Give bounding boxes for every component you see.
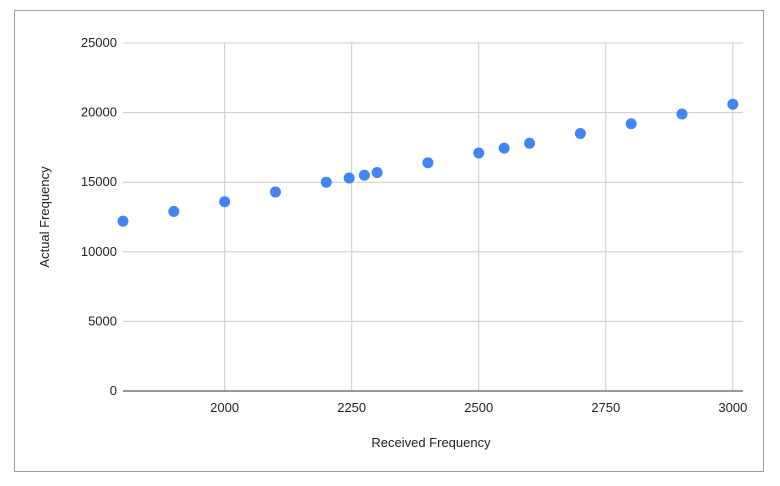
y-tick-label: 20000 (81, 105, 117, 120)
data-point[interactable] (343, 172, 355, 184)
data-point[interactable] (498, 142, 510, 154)
data-point[interactable] (371, 166, 383, 178)
data-point[interactable] (168, 205, 180, 217)
y-tick-label: 25000 (81, 35, 117, 50)
data-point[interactable] (676, 108, 688, 120)
data-point[interactable] (473, 147, 485, 159)
data-point[interactable] (358, 169, 370, 181)
chart-frame: 0 5000 10000 15000 20000 25000 2000 2250 2500 27… (14, 10, 764, 472)
data-point[interactable] (320, 176, 332, 188)
y-tick-label: 5000 (88, 313, 117, 328)
y-gridlines (123, 42, 743, 322)
y-tick-label: 10000 (81, 244, 117, 259)
data-point[interactable] (422, 157, 434, 169)
data-point[interactable] (269, 186, 281, 198)
y-tick-label: 15000 (81, 174, 117, 189)
x-tick-label: 2500 (464, 400, 493, 415)
y-axis-title: Actual Frequency (37, 166, 52, 268)
data-point[interactable] (625, 118, 637, 130)
data-point[interactable] (574, 127, 586, 139)
x-axis-title: Received Frequency (371, 435, 491, 450)
data-point[interactable] (727, 98, 739, 110)
data-point[interactable] (219, 196, 231, 208)
data-point[interactable] (524, 137, 536, 149)
data-points (117, 98, 739, 227)
y-tick-labels: 0 5000 10000 15000 20000 25000 (81, 35, 117, 398)
y-tick-label: 0 (110, 383, 117, 398)
data-point[interactable] (117, 215, 129, 227)
x-gridlines (224, 43, 734, 391)
x-tick-label: 2000 (210, 400, 239, 415)
scatter-chart: 0 5000 10000 15000 20000 25000 2000 2250 2500 27… (37, 35, 747, 450)
x-tick-labels: 2000 2250 2500 2750 3000 (210, 400, 747, 415)
x-tick-label: 2750 (591, 400, 620, 415)
x-tick-label: 2250 (337, 400, 366, 415)
x-tick-label: 3000 (718, 400, 747, 415)
